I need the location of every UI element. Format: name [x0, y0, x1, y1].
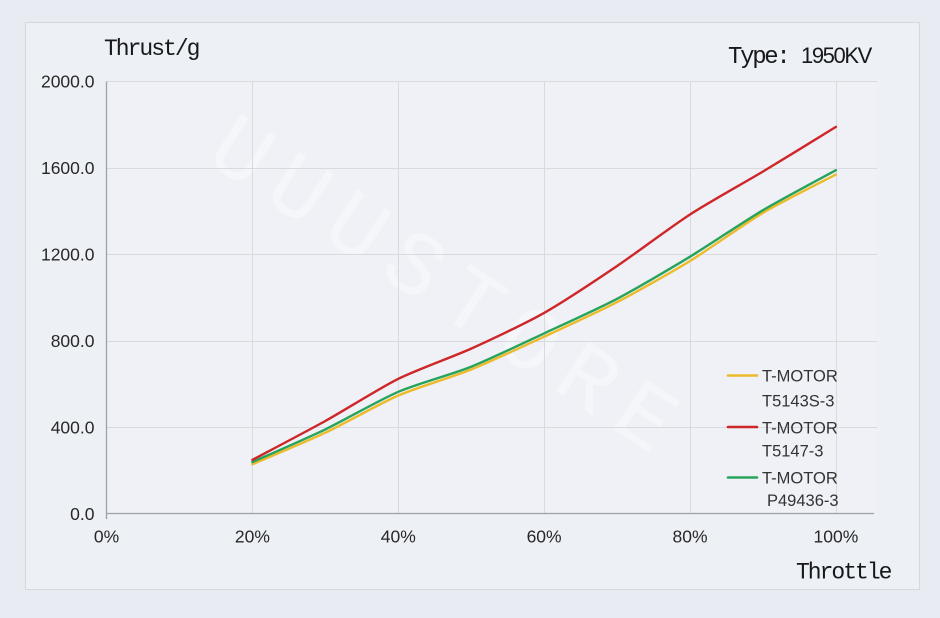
svg-text:400.0: 400.0 [51, 418, 95, 438]
svg-text:40%: 40% [381, 527, 416, 547]
svg-text:Throttle: Throttle [796, 560, 892, 586]
svg-text:2000.0: 2000.0 [41, 72, 95, 92]
svg-text:T5147-3: T5147-3 [762, 442, 823, 460]
svg-text:T-MOTOR: T-MOTOR [762, 469, 838, 487]
svg-text:0.0: 0.0 [70, 504, 95, 524]
svg-text:800.0: 800.0 [51, 331, 95, 351]
svg-text:80%: 80% [672, 527, 707, 547]
svg-text:100%: 100% [814, 527, 859, 547]
svg-text:T-MOTOR: T-MOTOR [762, 419, 838, 437]
svg-text:1200.0: 1200.0 [41, 245, 95, 265]
svg-text:20%: 20% [235, 527, 270, 547]
svg-text:1950KV: 1950KV [801, 43, 873, 68]
svg-text:T-MOTOR: T-MOTOR [762, 367, 838, 385]
svg-text:60%: 60% [527, 527, 562, 547]
svg-text:0%: 0% [94, 527, 119, 547]
svg-text:T5143S-3: T5143S-3 [762, 392, 834, 410]
svg-text:Thrust/g: Thrust/g [104, 36, 199, 62]
svg-text:1600.0: 1600.0 [41, 158, 95, 178]
svg-text:P49436-3: P49436-3 [767, 492, 839, 510]
svg-text:Type:: Type: [728, 44, 789, 71]
